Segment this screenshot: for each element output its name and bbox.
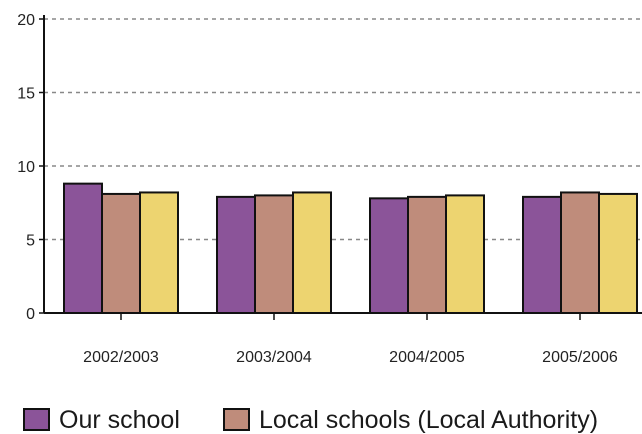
legend-swatch bbox=[23, 408, 50, 431]
legend: Our school Local schools (Local Authority… bbox=[23, 406, 598, 434]
y-tick-label: 15 bbox=[17, 86, 35, 103]
bar bbox=[292, 191, 332, 315]
x-tick-label: 2005/2006 bbox=[542, 349, 618, 366]
legend-label: Our school bbox=[59, 406, 180, 434]
bar bbox=[63, 182, 103, 314]
y-tick-label: 10 bbox=[17, 159, 35, 176]
y-tick-label: 0 bbox=[26, 306, 35, 323]
y-tick-label: 5 bbox=[26, 233, 35, 250]
bar bbox=[445, 194, 485, 314]
bar bbox=[407, 195, 447, 314]
bar bbox=[369, 197, 409, 314]
x-tick-label: 2003/2004 bbox=[236, 349, 312, 366]
bar bbox=[254, 194, 294, 314]
legend-swatch bbox=[223, 408, 250, 431]
bar bbox=[598, 192, 638, 314]
legend-label: Local schools (Local Authority) bbox=[259, 406, 598, 434]
bar bbox=[522, 195, 562, 314]
bar bbox=[560, 191, 600, 315]
x-tick-label: 2004/2005 bbox=[389, 349, 465, 366]
bar bbox=[101, 192, 141, 314]
bar bbox=[216, 195, 256, 314]
axes: 0 5 10 15 20 2002/2003 2003/2004 2004/2005 2005/… bbox=[17, 12, 642, 366]
bar bbox=[139, 191, 179, 315]
x-tick-label: 2002/2003 bbox=[83, 349, 159, 366]
bars bbox=[63, 182, 638, 315]
y-tick-label: 20 bbox=[17, 12, 35, 29]
